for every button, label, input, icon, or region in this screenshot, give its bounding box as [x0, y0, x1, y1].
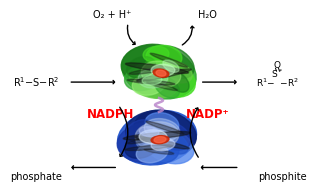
Ellipse shape [126, 111, 173, 144]
Ellipse shape [161, 61, 192, 83]
Ellipse shape [142, 75, 162, 85]
Ellipse shape [132, 73, 166, 95]
Ellipse shape [125, 63, 189, 74]
Ellipse shape [135, 136, 189, 149]
Ellipse shape [126, 120, 152, 140]
Ellipse shape [156, 70, 166, 76]
Ellipse shape [163, 60, 179, 72]
Ellipse shape [151, 139, 175, 151]
Ellipse shape [143, 46, 169, 62]
Ellipse shape [129, 68, 165, 74]
Ellipse shape [117, 110, 197, 165]
Text: phosphite: phosphite [258, 172, 307, 182]
Ellipse shape [134, 110, 196, 155]
Text: R$^1$$-$  $-$R$^2$: R$^1$$-$ $-$R$^2$ [256, 77, 299, 89]
Ellipse shape [144, 119, 180, 141]
Ellipse shape [135, 136, 179, 163]
Ellipse shape [124, 64, 164, 91]
Text: NADPH: NADPH [86, 108, 134, 121]
Ellipse shape [154, 46, 194, 78]
Ellipse shape [146, 45, 182, 69]
Ellipse shape [143, 57, 195, 97]
Ellipse shape [153, 69, 169, 77]
Ellipse shape [138, 68, 168, 88]
Ellipse shape [141, 61, 181, 87]
Text: S$^*$: S$^*$ [271, 68, 284, 80]
Ellipse shape [151, 64, 175, 76]
Ellipse shape [117, 123, 177, 163]
Ellipse shape [154, 76, 180, 98]
Ellipse shape [123, 132, 191, 140]
Ellipse shape [151, 136, 169, 144]
Ellipse shape [145, 113, 179, 135]
Ellipse shape [144, 149, 174, 154]
Ellipse shape [154, 137, 166, 143]
Ellipse shape [139, 130, 167, 144]
Text: phosphate: phosphate [11, 172, 63, 182]
Text: O₂ + H⁺: O₂ + H⁺ [93, 10, 131, 20]
Ellipse shape [128, 136, 163, 144]
Ellipse shape [121, 44, 181, 84]
Ellipse shape [169, 72, 189, 92]
Ellipse shape [137, 69, 191, 81]
Ellipse shape [136, 132, 168, 152]
Ellipse shape [125, 133, 160, 158]
Ellipse shape [122, 45, 196, 99]
Ellipse shape [139, 127, 159, 137]
Text: R$^1$$-$S$-$R$^2$: R$^1$$-$S$-$R$^2$ [13, 75, 60, 89]
Ellipse shape [153, 121, 191, 150]
Ellipse shape [150, 53, 188, 67]
Ellipse shape [125, 145, 173, 150]
Ellipse shape [146, 121, 184, 134]
Ellipse shape [147, 82, 177, 91]
Ellipse shape [135, 122, 179, 150]
Text: NADP⁺: NADP⁺ [186, 108, 230, 121]
Text: O: O [274, 61, 281, 70]
Ellipse shape [127, 57, 156, 78]
Ellipse shape [136, 143, 168, 163]
Ellipse shape [130, 66, 179, 98]
Ellipse shape [144, 127, 194, 164]
Ellipse shape [127, 79, 175, 85]
Text: H₂O: H₂O [198, 10, 217, 20]
Ellipse shape [162, 131, 188, 154]
